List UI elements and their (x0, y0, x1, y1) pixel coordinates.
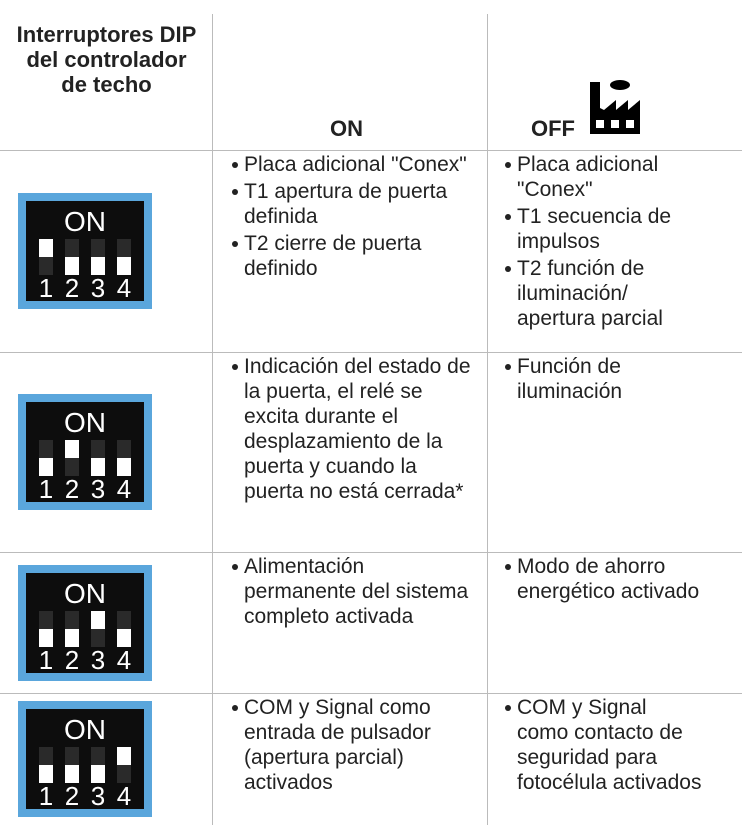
switch-knob (117, 747, 131, 765)
switch-knob (65, 257, 79, 275)
bullet-item: Modo de ahorro energético activado (505, 554, 703, 604)
switch-knob (39, 458, 53, 476)
switch-knob (65, 628, 79, 647)
dip-switch: ON 1 2 3 4 (18, 394, 152, 510)
column-divider (212, 14, 213, 825)
row-divider (0, 352, 742, 353)
bullet-text: COM y Signal como entrada de pulsador (a… (244, 696, 431, 794)
switch-knob (117, 458, 131, 476)
bullet-item: Placa adicional "Conex" (505, 152, 703, 202)
bullet-item: T1 secuencia de impulsos (505, 204, 703, 254)
switch-number: 4 (117, 781, 131, 811)
switch-number: 3 (91, 273, 105, 303)
switch-number: 4 (117, 474, 131, 504)
off-cell: COM y Signal como contacto de seguridad … (505, 695, 703, 825)
dip-switch: ON 1 2 3 4 (18, 193, 152, 309)
bullet-text: COM y Signal como contacto de seguridad … (517, 696, 702, 794)
bullet (505, 162, 511, 168)
switch-knob (39, 628, 53, 647)
switch-knob (65, 440, 79, 458)
row-divider (0, 552, 742, 553)
switch-number: 4 (117, 273, 131, 303)
switch-number: 3 (91, 781, 105, 811)
bullet (232, 162, 238, 168)
bullet (232, 564, 238, 570)
on-cell: COM y Signal como entrada de pulsador (a… (232, 695, 472, 825)
bullet-text: Alimentación permanente del sistema comp… (244, 555, 469, 628)
bullet (505, 214, 511, 220)
switch-knob (65, 765, 79, 783)
bullet (232, 241, 238, 247)
switch-knob (39, 765, 53, 783)
switch-number: 1 (39, 474, 53, 504)
bullet-item: Indicación del estado de la puerta, el r… (232, 354, 472, 504)
off-cell: Función de iluminación (505, 354, 703, 552)
bullet-item: COM y Signal como contacto de seguridad … (505, 695, 703, 795)
bullet-item: T2 función de iluminación/ apertura parc… (505, 256, 703, 331)
bullet-item: T2 cierre de puerta definido (232, 231, 472, 281)
header-off: OFF (531, 116, 575, 141)
bullet (232, 189, 238, 195)
bullet-text: T1 secuencia de impulsos (517, 205, 672, 253)
switch-knob (39, 239, 53, 257)
bullet (505, 564, 511, 570)
bullet-item: Alimentación permanente del sistema comp… (232, 554, 472, 629)
bullet-text: Función de iluminación (517, 355, 623, 403)
bullet-item: Placa adicional "Conex" (232, 152, 472, 177)
switch-knob (91, 458, 105, 476)
switch-label: ON (64, 578, 106, 609)
switch-knob (91, 765, 105, 783)
row-divider (0, 150, 742, 151)
switch-knob (117, 628, 131, 647)
bullet-text: T2 función de iluminación/ apertura parc… (517, 257, 663, 330)
switch-number: 2 (65, 781, 79, 811)
bullet-text: T1 apertura de puerta definida (244, 180, 448, 228)
factory-icon (590, 80, 640, 134)
bullet (232, 705, 238, 711)
bullet-text: Indicación del estado de la puerta, el r… (244, 355, 471, 503)
switch-label: ON (64, 407, 106, 438)
switch-number: 2 (65, 273, 79, 303)
column-divider (487, 14, 488, 825)
off-cell: Placa adicional "Conex" T1 secuencia de i… (505, 152, 703, 352)
switch-label: ON (64, 714, 106, 745)
bullet (505, 266, 511, 272)
header-column1: Interruptores DIP del controlador de tec… (16, 22, 197, 97)
bullet-item: T1 apertura de puerta definida (232, 179, 472, 229)
switch-number: 3 (91, 474, 105, 504)
on-cell: Alimentación permanente del sistema comp… (232, 554, 472, 693)
bullet-text: T2 cierre de puerta definido (244, 232, 422, 280)
row-divider (0, 693, 742, 694)
switch-number: 1 (39, 645, 53, 675)
dip-switch: ON 1 2 3 4 (18, 701, 152, 817)
bullet (505, 364, 511, 370)
bullet (505, 705, 511, 711)
switch-number: 1 (39, 273, 53, 303)
on-cell: Placa adicional "Conex" T1 apertura de pu… (232, 152, 472, 352)
switch-number: 4 (117, 645, 131, 675)
bullet-text: Placa adicional "Conex" (517, 153, 659, 201)
bullet-item: Función de iluminación (505, 354, 703, 404)
switch-number: 1 (39, 781, 53, 811)
on-cell: Indicación del estado de la puerta, el r… (232, 354, 472, 552)
header-on: ON (330, 116, 363, 141)
off-cell: Modo de ahorro energético activado (505, 554, 703, 693)
bullet-text: Modo de ahorro energético activado (517, 555, 700, 603)
switch-number: 3 (91, 645, 105, 675)
switch-number: 2 (65, 645, 79, 675)
bullet-text: Placa adicional "Conex" (244, 153, 467, 176)
switch-number: 2 (65, 474, 79, 504)
bullet-item: COM y Signal como entrada de pulsador (a… (232, 695, 472, 795)
dip-switch: ON 1 2 3 4 (18, 564, 152, 681)
switch-knob (91, 610, 105, 629)
bullet (232, 364, 238, 370)
switch-label: ON (64, 206, 106, 237)
switch-knob (117, 257, 131, 275)
switch-knob (91, 257, 105, 275)
